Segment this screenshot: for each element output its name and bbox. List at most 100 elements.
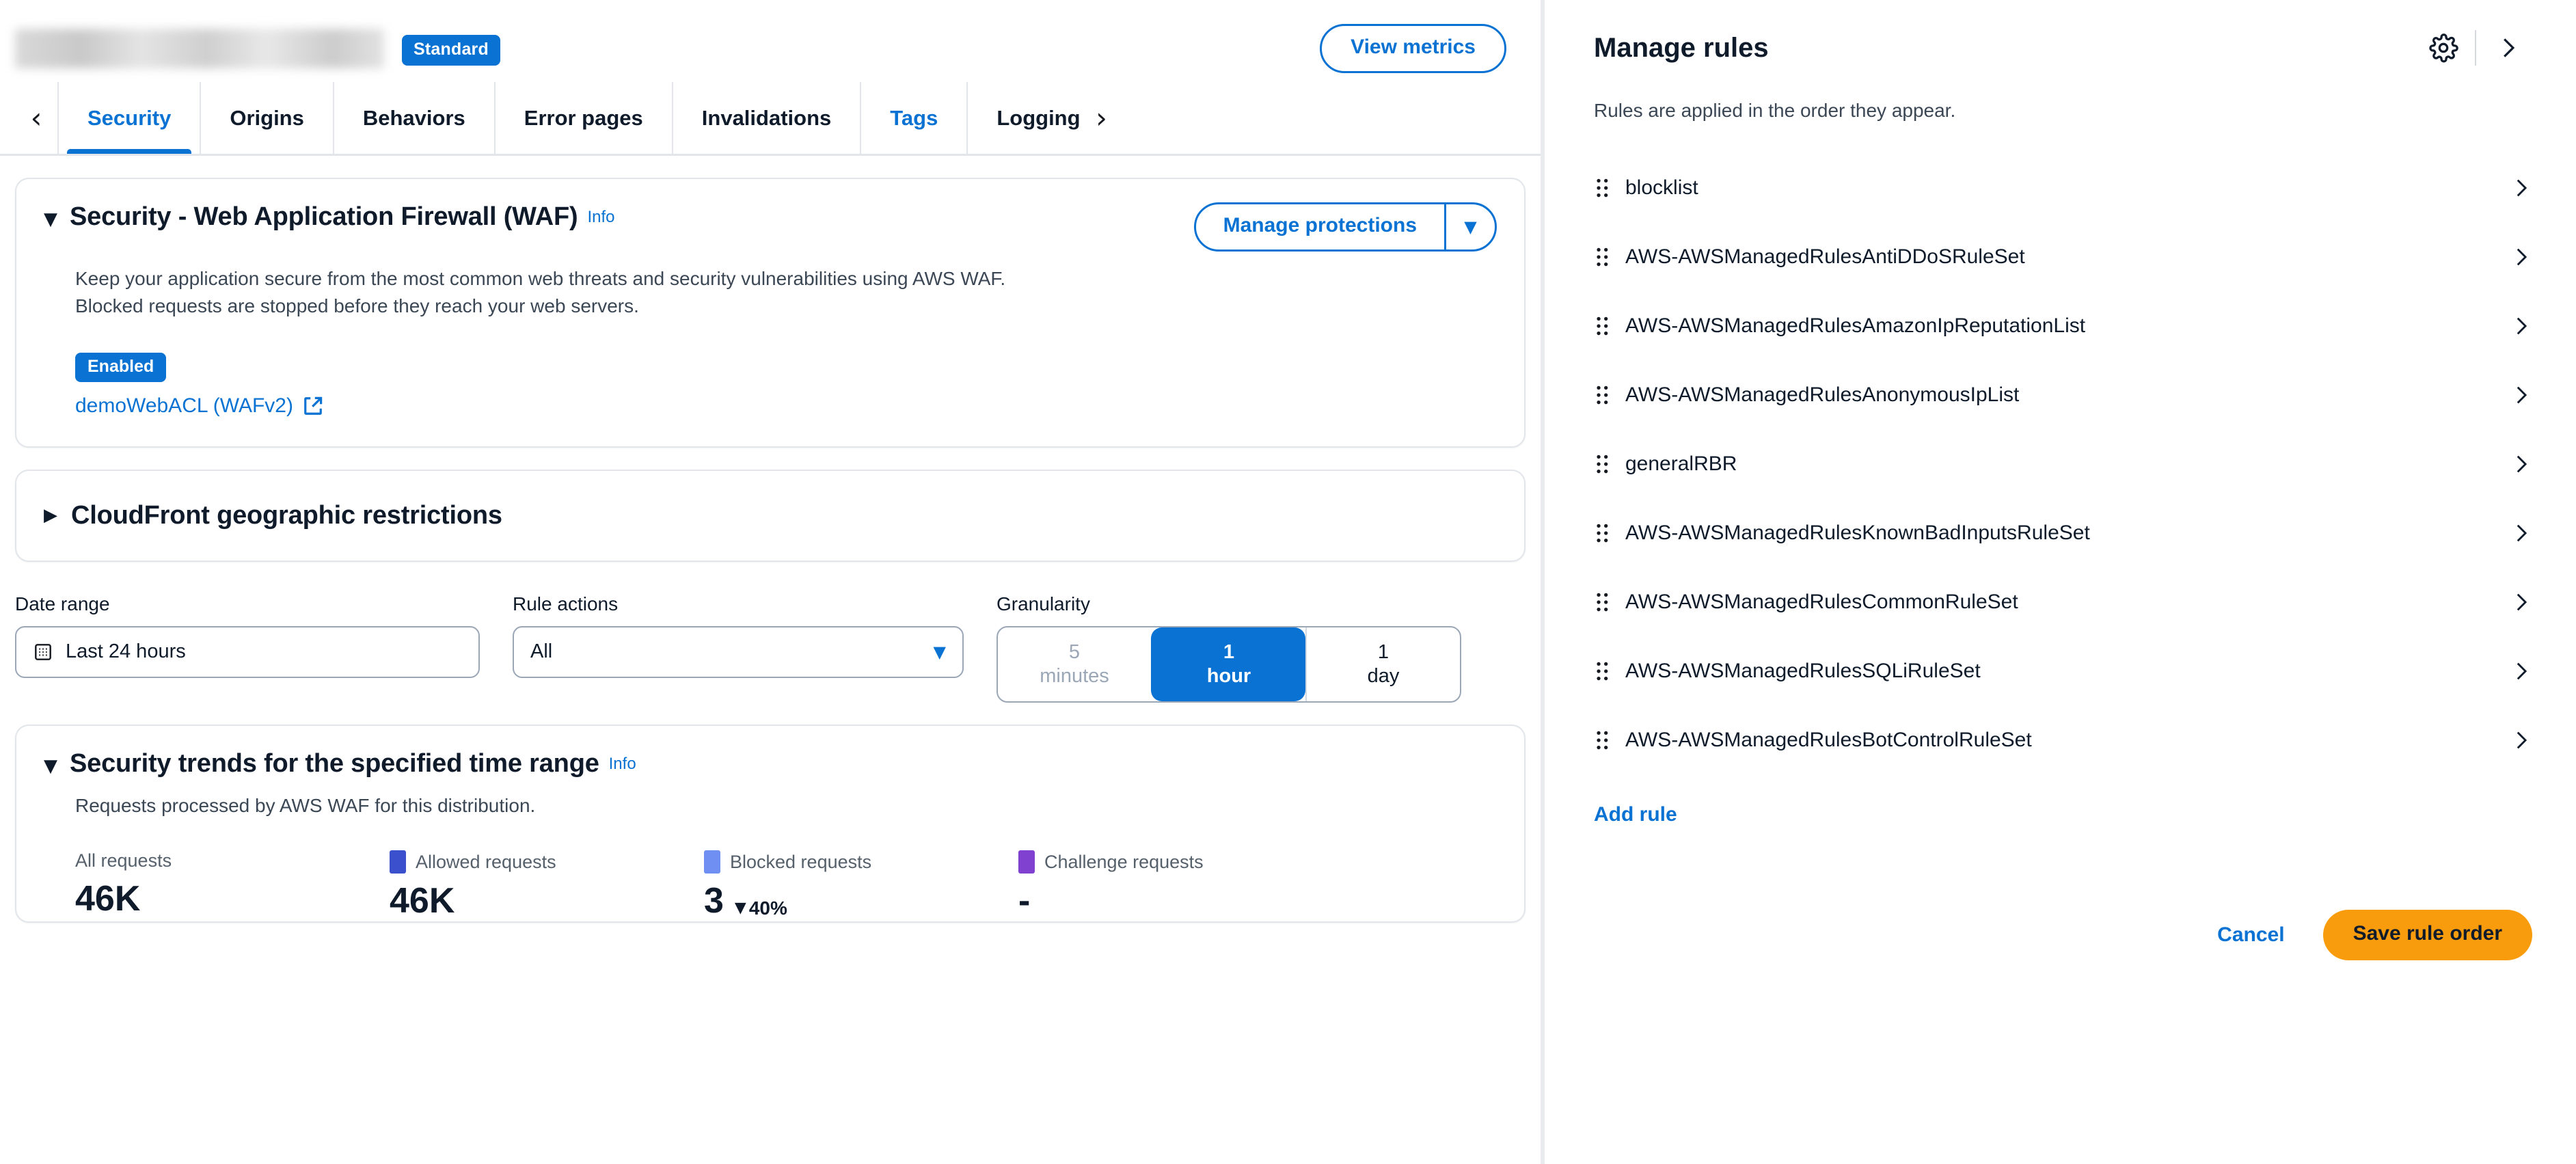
waf-section-title: Security - Web Application Firewall (WAF… (70, 202, 578, 231)
add-rule-link[interactable]: Add rule (1594, 803, 1677, 826)
security-trends-card: ▼ Security trends for the specified time… (15, 724, 1526, 923)
tab-error-pages[interactable]: Error pages (493, 82, 672, 154)
tabs-scroll-right-icon[interactable]: › (1080, 82, 1123, 154)
granularity-label: Granularity (996, 593, 1090, 614)
cancel-button[interactable]: Cancel (2217, 923, 2285, 946)
rule-chevron-right-icon[interactable] (2509, 383, 2532, 407)
date-range-input[interactable]: Last 24 hours (15, 625, 480, 678)
header-separator (2475, 30, 2476, 66)
tab-origins[interactable]: Origins (200, 82, 333, 154)
trends-collapse-caret-icon[interactable]: ▼ (44, 755, 57, 776)
web-acl-link[interactable]: demoWebACL (WAFv2) (75, 394, 1497, 418)
granularity-option-1-hour[interactable]: 1 hour (1151, 627, 1305, 701)
trends-card-header: ▼ Security trends for the specified time… (44, 749, 1497, 779)
rule-name: AWS-AWSManagedRulesAntiDDoSRuleSet (1625, 245, 2025, 268)
distribution-name-redacted (15, 29, 384, 68)
date-range-label: Date range (15, 593, 110, 614)
manage-rules-panel: Manage rules Rules are applied in the or… (1545, 0, 2576, 1164)
rule-row[interactable]: AWS-AWSManagedRulesAntiDDoSRuleSet (1594, 222, 2532, 291)
tabs-scroll-left-icon[interactable]: ‹ (15, 82, 57, 154)
rules-list: blocklist AWS-AWSManagedRulesAntiDDoSRul… (1594, 153, 2532, 774)
drag-handle-icon[interactable] (1594, 176, 1625, 200)
metric-value: - (1018, 881, 1031, 921)
panel-header-actions (2419, 23, 2532, 72)
rule-name: generalRBR (1625, 452, 1737, 475)
gear-icon[interactable] (2419, 23, 2468, 72)
drag-handle-icon[interactable] (1594, 660, 1625, 683)
rule-chevron-right-icon[interactable] (2509, 245, 2532, 269)
distribution-detail-pane: Standard View metrics ‹ Security Origins… (0, 0, 1541, 923)
rule-chevron-right-icon[interactable] (2509, 660, 2532, 683)
geo-restrictions-card[interactable]: ▶ CloudFront geographic restrictions (15, 469, 1526, 562)
waf-collapse-caret-icon[interactable]: ▼ (44, 209, 57, 230)
manage-rules-footer: Cancel Save rule order (1594, 910, 2532, 960)
rule-chevron-right-icon[interactable] (2509, 591, 2532, 614)
tab-label: Origins (230, 105, 304, 130)
rule-name: AWS-AWSManagedRulesAnonymousIpList (1625, 383, 2020, 406)
granularity-option-line2: minutes (1040, 664, 1109, 687)
rule-chevron-right-icon[interactable] (2509, 452, 2532, 476)
tab-label: Error pages (524, 105, 643, 130)
metric-label: Challenge requests (1018, 850, 1333, 874)
distribution-type-badge: Standard (402, 34, 500, 66)
trends-info-link[interactable]: Info (608, 754, 636, 773)
tab-logging[interactable]: Logging (966, 82, 1081, 154)
rule-row[interactable]: AWS-AWSManagedRulesAnonymousIpList (1594, 360, 2532, 429)
tab-tags[interactable]: Tags (860, 82, 966, 154)
drag-handle-icon[interactable] (1594, 591, 1625, 614)
manage-protections-button[interactable]: Manage protections (1223, 214, 1417, 236)
metric-delta-value: 40% (748, 897, 787, 919)
rule-row[interactable]: AWS-AWSManagedRulesSQLiRuleSet (1594, 636, 2532, 705)
metric-value: 46K (75, 879, 141, 919)
tab-invalidations[interactable]: Invalidations (671, 82, 860, 154)
drag-handle-icon[interactable] (1594, 452, 1625, 476)
rule-chevron-right-icon[interactable] (2509, 729, 2532, 752)
collapse-panel-chevron-right-icon[interactable] (2483, 23, 2532, 72)
filters-row: Date range Last 24 hours (15, 593, 1526, 703)
metric-value-wrap: - (1018, 880, 1333, 921)
drag-handle-icon[interactable] (1594, 245, 1625, 269)
manage-protections-dropdown-caret-icon[interactable]: ▼ (1444, 204, 1495, 249)
rule-name: AWS-AWSManagedRulesSQLiRuleSet (1625, 659, 1981, 682)
rule-chevron-right-icon[interactable] (2509, 314, 2532, 338)
drag-handle-icon[interactable] (1594, 314, 1625, 338)
security-tab-content: ▼ Security - Web Application Firewall (W… (0, 178, 1541, 923)
rule-actions-select[interactable]: All ▼ (513, 625, 964, 678)
rule-chevron-right-icon[interactable] (2509, 522, 2532, 545)
metric-label: Blocked requests (704, 850, 1018, 874)
rule-row[interactable]: AWS-AWSManagedRulesCommonRuleSet (1594, 567, 2532, 636)
metric-blocked-requests: Blocked requests 3 ▼ 40% (704, 850, 1018, 921)
metric-allowed-requests: Allowed requests 46K (390, 850, 704, 921)
rule-chevron-right-icon[interactable] (2509, 176, 2532, 200)
manage-rules-header: Manage rules (1594, 0, 2532, 72)
metric-name: Allowed requests (416, 851, 556, 872)
drag-handle-icon[interactable] (1594, 522, 1625, 545)
rule-name: AWS-AWSManagedRulesAmazonIpReputationLis… (1625, 314, 2086, 337)
rule-actions-label: Rule actions (513, 593, 619, 614)
rule-row[interactable]: blocklist (1594, 153, 2532, 222)
save-rule-order-button[interactable]: Save rule order (2322, 910, 2532, 960)
distribution-header: Standard View metrics (0, 0, 1541, 82)
tab-security[interactable]: Security (57, 82, 200, 154)
granularity-option-1-day[interactable]: 1 day (1305, 627, 1460, 701)
tab-behaviors[interactable]: Behaviors (332, 82, 494, 154)
rule-row[interactable]: AWS-AWSManagedRulesAmazonIpReputationLis… (1594, 291, 2532, 360)
rule-row[interactable]: AWS-AWSManagedRulesKnownBadInputsRuleSet (1594, 498, 2532, 567)
waf-info-link[interactable]: Info (587, 208, 615, 226)
chevron-down-icon: ▼ (933, 642, 946, 662)
metric-name: Blocked requests (730, 851, 872, 872)
manage-protections-split-button[interactable]: Manage protections ▼ (1193, 202, 1497, 252)
granularity-segmented-control[interactable]: 5 minutes 1 hour 1 day (996, 625, 1461, 703)
drag-handle-icon[interactable] (1594, 383, 1625, 407)
drag-handle-icon[interactable] (1594, 729, 1625, 752)
rule-row[interactable]: generalRBR (1594, 429, 2532, 498)
waf-description: Keep your application secure from the mo… (75, 265, 1100, 320)
tab-bar: ‹ Security Origins Behaviors Error pages… (0, 82, 1541, 156)
rule-name: blocklist (1625, 176, 1698, 199)
date-range-value: Last 24 hours (66, 640, 186, 662)
view-metrics-button[interactable]: View metrics (1320, 24, 1506, 73)
trends-section-title: Security trends for the specified time r… (70, 748, 599, 778)
rule-row[interactable]: AWS-AWSManagedRulesBotControlRuleSet (1594, 705, 2532, 774)
geo-expand-caret-icon[interactable]: ▶ (44, 505, 57, 526)
